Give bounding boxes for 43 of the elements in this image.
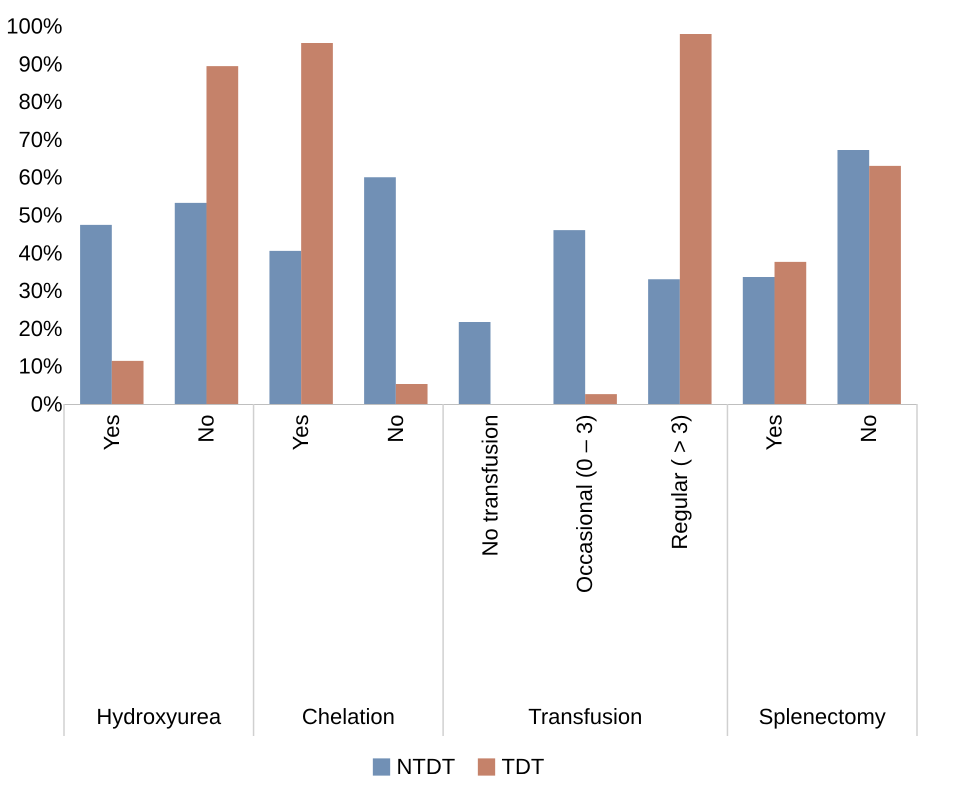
y-tick-label: 40%	[18, 240, 62, 266]
y-tick-label: 0%	[30, 392, 62, 416]
y-tick-label: 100%	[6, 14, 62, 38]
text: Splenectomy	[758, 704, 886, 729]
x-tick-label: No	[856, 414, 882, 443]
y-tick-label: 80%	[18, 89, 62, 114]
y-tick-label: 50%	[18, 202, 62, 228]
text: Transfusion	[528, 704, 642, 729]
y-tick-label: 60%	[18, 164, 62, 190]
bar	[553, 230, 586, 404]
y-tick-label: 70%	[18, 126, 62, 152]
y-tick-label: 90%	[18, 51, 62, 76]
bar	[648, 279, 680, 404]
x-tick-label: No	[193, 414, 218, 443]
bar	[80, 224, 112, 404]
bar	[112, 360, 144, 404]
bar	[869, 166, 901, 404]
bar	[585, 394, 617, 404]
bar	[301, 43, 333, 404]
x-tick-label: Regular ( > 3)	[666, 414, 692, 550]
bar	[774, 262, 806, 404]
bar	[206, 66, 238, 404]
bar	[742, 276, 775, 404]
bar	[174, 202, 206, 404]
legend-label: TDT	[502, 754, 544, 779]
x-tick-label: Yes	[98, 414, 124, 450]
y-tick-label: 30%	[18, 278, 62, 304]
y-tick-label: 10%	[18, 354, 62, 379]
bar	[680, 34, 712, 404]
y-tick-label: 20%	[18, 316, 62, 341]
x-tick-label: Yes	[762, 414, 787, 450]
legend-label: NTDT	[396, 754, 456, 779]
x-tick-label: Yes	[288, 414, 314, 450]
bar	[837, 150, 870, 404]
bar	[269, 250, 302, 404]
bar	[458, 322, 490, 404]
text: Hydroxyurea	[96, 704, 222, 729]
x-tick-label: No transfusion	[478, 414, 502, 556]
text: Chelation	[302, 704, 395, 729]
bar	[396, 384, 428, 404]
x-tick-label: Occasional (0 – 3)	[572, 414, 598, 594]
x-tick-label: No	[382, 414, 408, 443]
bar	[364, 177, 396, 404]
